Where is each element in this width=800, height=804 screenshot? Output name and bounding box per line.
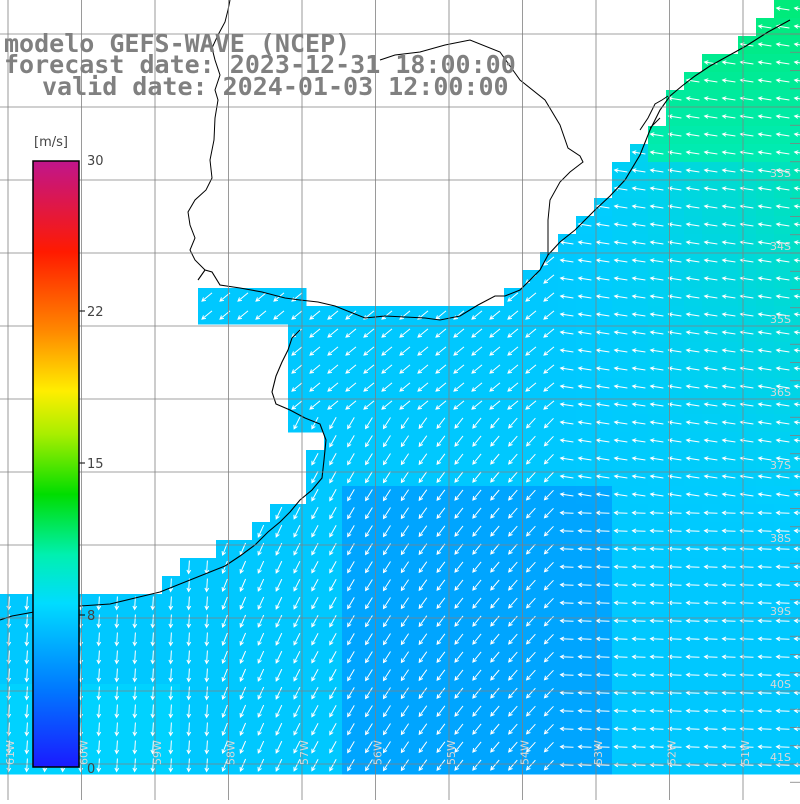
lat-label: 41S <box>770 751 791 764</box>
lon-label: 55W <box>445 740 458 765</box>
lon-label: 57W <box>298 740 311 765</box>
lon-label: 53W <box>592 740 605 765</box>
map-title: modelo GEFS-WAVE (NCEP) forecast date: 2… <box>4 29 516 101</box>
title-valid-date: valid date: 2024-01-03 12:00:00 <box>42 72 509 101</box>
lat-label: 37S <box>770 459 791 472</box>
lat-label: 38S <box>770 532 791 545</box>
lon-label: 56W <box>372 740 385 765</box>
lon-label: 51W <box>739 740 752 765</box>
lon-label: 61W <box>4 740 17 765</box>
wind-speed-field <box>0 0 800 775</box>
colorbar-tick-22: 22 <box>87 305 104 320</box>
colorbar-tick-15: 15 <box>87 457 104 472</box>
lat-label: 39S <box>770 605 791 618</box>
lat-label: 36S <box>770 386 791 399</box>
lon-label: 54W <box>519 740 532 765</box>
colorbar-tick-0: 0 <box>87 762 95 777</box>
colorbar-tick-8: 8 <box>87 609 95 624</box>
lat-label: 33S <box>770 167 791 180</box>
lon-label: 58W <box>225 740 238 765</box>
lat-label: 40S <box>770 678 791 691</box>
colorbar-gradient <box>33 161 79 767</box>
lon-label: 52W <box>666 740 679 765</box>
lagoon-outline <box>640 96 668 130</box>
lat-label: 34S <box>770 240 791 253</box>
colorbar-unit-label: [m/s] <box>34 135 68 150</box>
lon-label: 59W <box>151 740 164 765</box>
colorbar-tick-30: 30 <box>87 154 104 169</box>
lat-label: 35S <box>770 313 791 326</box>
